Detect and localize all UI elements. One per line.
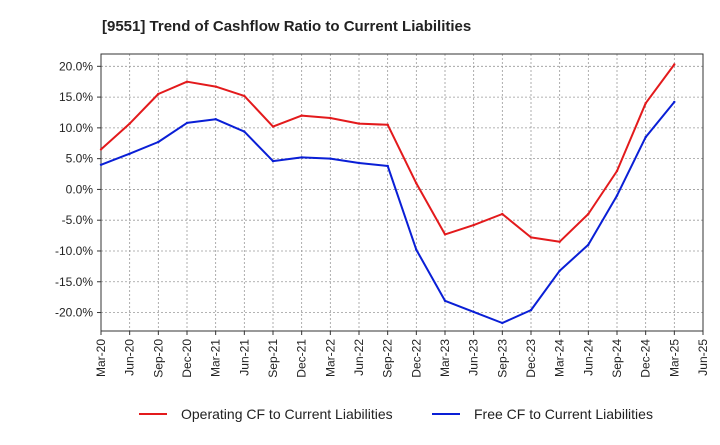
data-point — [99, 163, 103, 166]
x-tick-label: Mar-22 — [323, 339, 337, 377]
data-point — [271, 159, 275, 163]
data-point — [529, 236, 533, 239]
data-point — [329, 116, 332, 120]
x-tick-label: Mar-25 — [667, 339, 681, 377]
data-point — [443, 299, 447, 302]
x-tick-label: Sep-23 — [495, 339, 509, 378]
x-tick-label: Dec-22 — [409, 339, 423, 378]
y-tick-label: 20.0% — [59, 59, 93, 73]
legend-label: Free CF to Current Liabilities — [474, 406, 653, 422]
x-tick-label: Mar-23 — [438, 339, 452, 377]
series-lines — [99, 63, 676, 325]
x-tick-label: Sep-24 — [610, 339, 624, 378]
data-point — [501, 321, 504, 325]
data-point — [587, 243, 590, 246]
grid-lines — [101, 54, 703, 331]
x-tick-label: Jun-23 — [467, 339, 481, 376]
x-tick-label: Dec-24 — [639, 339, 653, 378]
x-tick-label: Jun-25 — [696, 339, 710, 376]
legend: Operating CF to Current Liabilities Free … — [139, 406, 653, 422]
x-tick-label: Mar-20 — [94, 339, 108, 377]
x-tick-label: Sep-20 — [151, 339, 165, 378]
axes: 20.0% 15.0% 10.0% 5.0% 0.0% -5.0% -10.0% -15.0%… — [55, 53, 710, 378]
x-tick-label: Sep-22 — [381, 339, 395, 378]
data-point — [558, 240, 561, 243]
data-point — [329, 157, 332, 160]
data-point — [386, 123, 389, 127]
data-point — [472, 223, 475, 227]
data-point — [271, 125, 275, 128]
y-tick-label: -20.0% — [55, 306, 93, 320]
data-point — [558, 269, 561, 272]
data-point — [243, 130, 246, 133]
data-point — [386, 164, 389, 168]
data-point — [300, 156, 303, 159]
x-tick-label: Mar-21 — [209, 339, 223, 377]
data-point — [357, 122, 361, 125]
legend-label: Operating CF to Current Liabilities — [181, 406, 393, 422]
x-tick-label: Dec-21 — [295, 339, 309, 378]
x-tick-label: Jun-20 — [123, 339, 137, 376]
data-point — [185, 80, 189, 83]
data-point — [673, 63, 676, 66]
y-tick-label: 10.0% — [59, 121, 93, 135]
data-point — [157, 92, 160, 96]
data-point — [501, 212, 504, 216]
x-tick-label: Mar-24 — [553, 339, 567, 377]
data-point — [99, 148, 103, 151]
x-tick-label: Jun-22 — [352, 339, 366, 376]
x-tick-label: Dec-20 — [180, 339, 194, 378]
data-point — [415, 182, 418, 185]
y-tick-label: -5.0% — [62, 213, 94, 227]
y-tick-label: 5.0% — [66, 152, 94, 166]
chart-title: [9551] Trend of Cashflow Ratio to Curren… — [102, 18, 471, 35]
data-point — [644, 102, 647, 105]
data-point — [443, 233, 447, 236]
data-point — [615, 169, 619, 173]
data-point — [243, 94, 246, 98]
plot-frame — [100, 53, 704, 332]
data-point — [214, 85, 217, 88]
data-point — [644, 135, 647, 139]
data-point — [357, 161, 361, 165]
data-point — [673, 100, 676, 104]
data-point — [415, 248, 418, 251]
x-tick-label: Jun-21 — [237, 339, 251, 376]
y-tick-label: 0.0% — [66, 182, 94, 196]
data-point — [300, 114, 303, 117]
data-point — [128, 122, 131, 125]
data-point — [472, 310, 475, 314]
y-tick-label: -15.0% — [55, 275, 93, 289]
data-point — [157, 140, 160, 144]
y-tick-label: 15.0% — [59, 90, 93, 104]
x-tick-label: Sep-21 — [266, 339, 280, 378]
data-point — [615, 194, 619, 197]
x-tick-label: Dec-23 — [524, 339, 538, 378]
y-tick-label: -10.0% — [55, 244, 93, 258]
data-point — [128, 152, 131, 155]
data-point — [214, 118, 217, 121]
x-tick-label: Jun-24 — [581, 339, 595, 376]
data-point — [185, 121, 189, 125]
data-point — [587, 212, 590, 216]
data-point — [529, 308, 533, 312]
